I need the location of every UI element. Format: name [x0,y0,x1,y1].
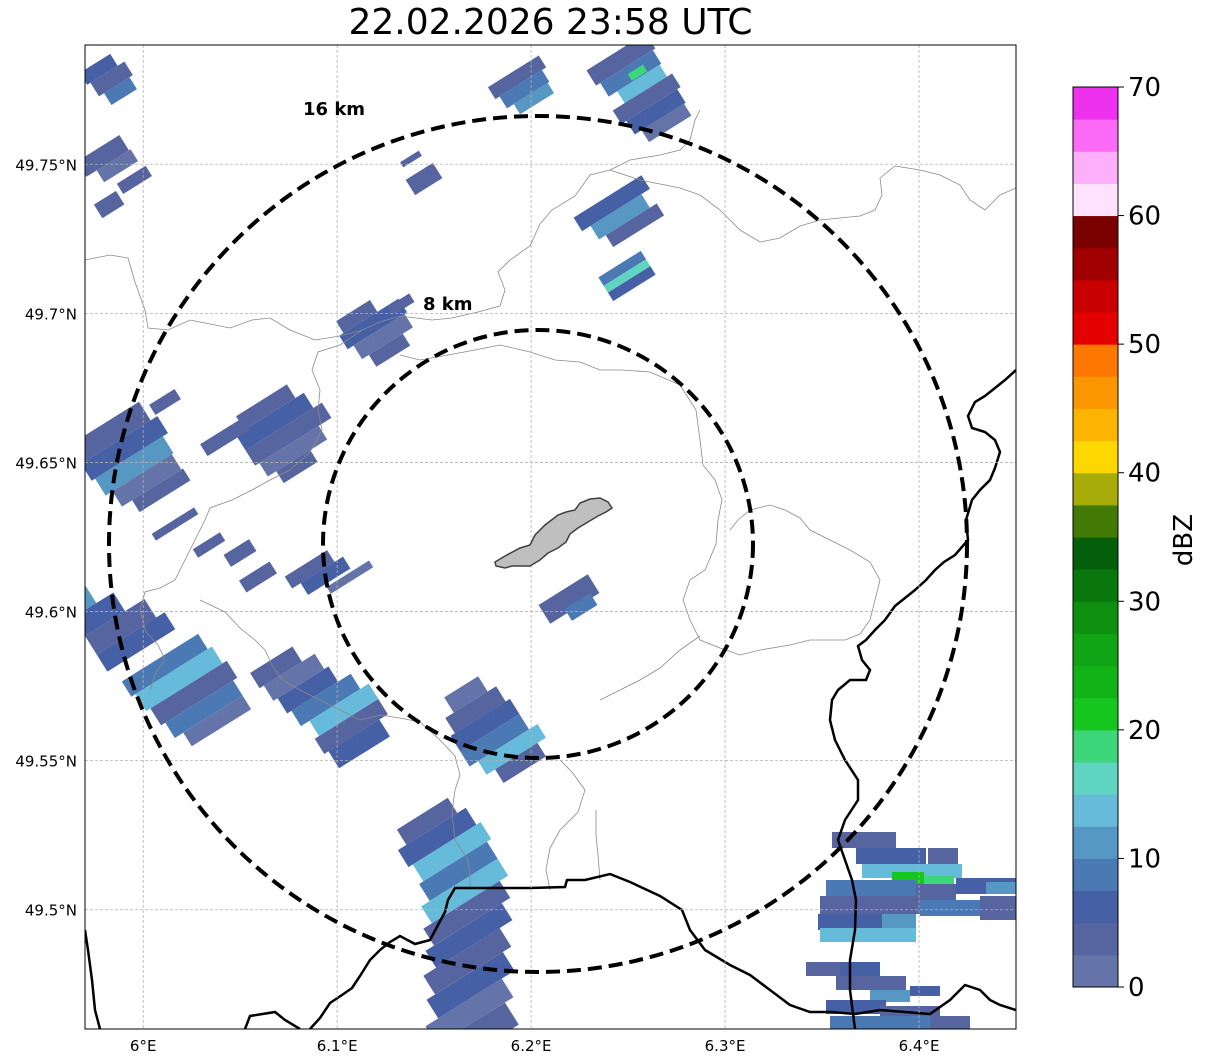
colorbar-segment [1073,890,1118,924]
colorbar-segment [1073,183,1118,217]
colorbar-label: dBZ [1169,514,1199,566]
y-tick-label: 49.55°N [15,753,77,771]
figure-title: 22.02.2026 23:58 UTC [348,2,753,43]
colorbar-segment [1073,569,1118,602]
city-outline [494,497,614,569]
colorbar-segment [1073,472,1118,506]
ring-label-16km: 16 km [303,99,365,120]
colorbar-segment [1073,440,1118,474]
colorbar-segment [1073,762,1118,795]
colorbar-segment [1073,601,1118,634]
range-ring-16km [107,114,969,974]
colorbar-frame [1072,86,1119,988]
national-borders [85,369,1016,1029]
colorbar-segment [1073,537,1118,570]
colorbar-tick-label: 10 [1128,844,1161,874]
gridlines [85,45,1016,1029]
x-tick-label: 6°E [130,1037,157,1055]
colorbar-segment [1073,376,1118,409]
colorbar-tick-label: 50 [1128,330,1161,360]
colorbar-segment [1073,119,1118,152]
colorbar-tick-label: 30 [1128,587,1161,617]
colorbar-tick-label: 60 [1128,202,1161,232]
colorbar [1072,86,1119,988]
colorbar-segment [1073,633,1118,667]
colorbar-tick-label: 20 [1128,716,1161,746]
colorbar-segment [1073,826,1118,859]
colorbar-segment [1073,697,1118,731]
colorbar-tick-label: 70 [1128,73,1161,103]
y-tick-label: 49.75°N [15,156,77,174]
y-tick-label: 49.5°N [25,902,77,920]
x-tick-label: 6.2°E [511,1037,552,1055]
colorbar-segment [1073,312,1118,345]
ring-label-8km: 8 km [423,294,473,315]
colorbar-segment [1073,954,1118,988]
colorbar-tick-label: 40 [1128,459,1161,489]
y-tick-label: 49.65°N [15,454,77,472]
map-area: 16 km 8 km [85,45,1016,1029]
map-frame [84,44,1017,1030]
colorbar-segment [1073,408,1118,442]
x-axis-ticks: 6°E 6.1°E 6.2°E 6.3°E 6.4°E [130,1037,940,1055]
colorbar-segment [1073,87,1118,120]
x-tick-label: 6.3°E [705,1037,746,1055]
y-tick-label: 49.6°N [25,604,77,622]
colorbar-segment [1073,151,1118,184]
colorbar-segment [1073,794,1118,827]
x-tick-label: 6.4°E [899,1037,940,1055]
colorbar-segment [1073,858,1118,892]
x-tick-label: 6.1°E [317,1037,358,1055]
colorbar-segment [1073,922,1118,956]
colorbar-ticks: 0 10 20 30 40 50 60 70 [1118,73,1161,1003]
colorbar-segment [1073,665,1118,699]
range-ring-8km [321,328,755,760]
y-tick-label: 49.7°N [25,305,77,323]
admin-boundaries [85,109,1016,891]
colorbar-segment [1073,215,1118,249]
colorbar-segment [1073,247,1118,281]
colorbar-segment [1073,729,1118,763]
colorbar-segment [1073,279,1118,313]
colorbar-segment [1073,344,1118,377]
y-axis-ticks: 49.75°N 49.7°N 49.65°N 49.6°N 49.55°N 49.5°N [15,156,77,919]
colorbar-segment [1073,504,1118,538]
colorbar-tick-label: 0 [1128,973,1145,1003]
